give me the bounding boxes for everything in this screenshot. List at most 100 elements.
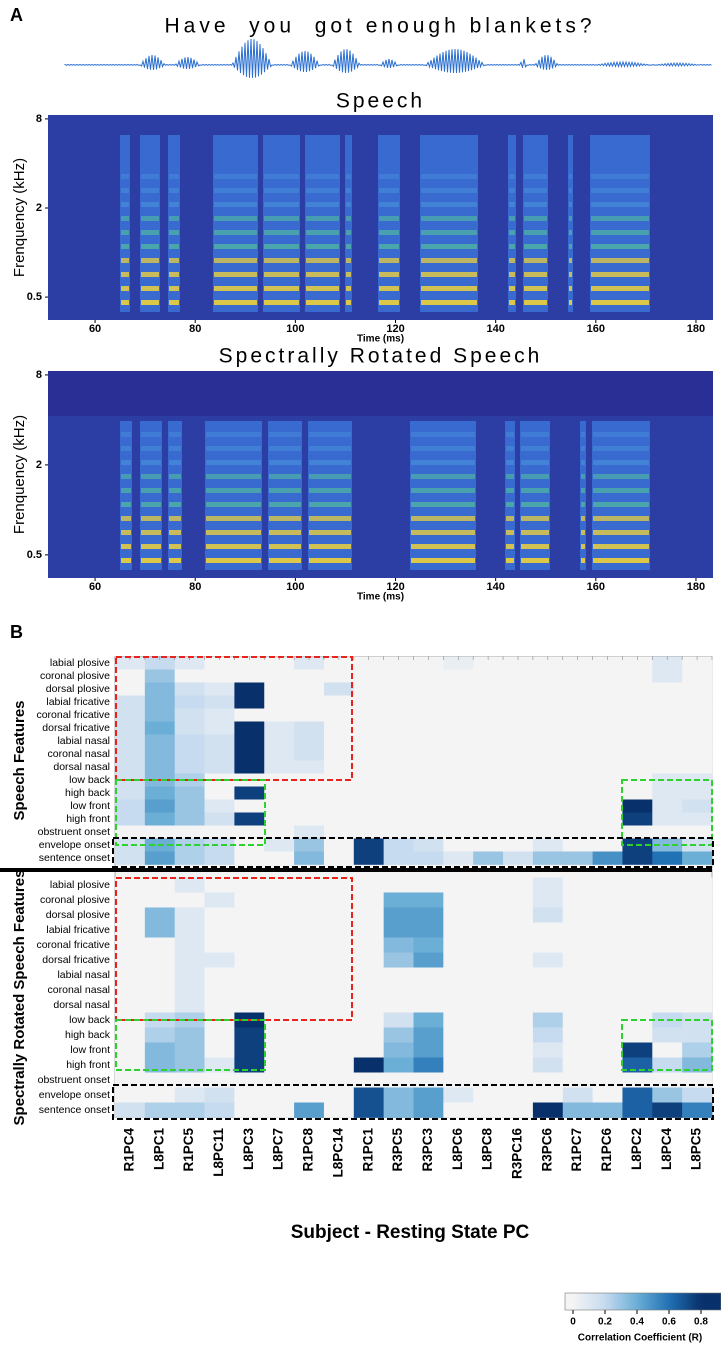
harmonic <box>121 516 131 521</box>
harmonic <box>379 174 399 179</box>
heatmap-cell <box>532 773 564 787</box>
heatmap-cell <box>682 786 713 800</box>
heatmap-cell <box>682 1102 713 1118</box>
harmonic <box>309 516 351 521</box>
harmonic <box>141 272 159 277</box>
heatmap-cell <box>264 952 295 968</box>
heatmap-cell <box>383 682 414 696</box>
heatmap-cell <box>294 1087 325 1103</box>
harmonic <box>121 174 129 179</box>
heatmap-cell <box>473 1042 504 1058</box>
heatmap-cell <box>294 682 325 696</box>
harmonic <box>121 446 131 451</box>
heatmap-cell <box>115 786 146 800</box>
heatmap-cell <box>323 695 355 709</box>
heatmap-cell <box>443 1102 474 1118</box>
row-label: high front <box>66 813 110 825</box>
harmonic <box>411 502 475 507</box>
heatmap-cell <box>234 747 265 761</box>
heatmap-cell <box>413 1072 444 1088</box>
harmonic <box>141 544 161 549</box>
heatmap-cell <box>383 851 414 865</box>
heatmap-cell <box>532 1042 564 1058</box>
panel-label: A <box>10 5 23 25</box>
heatmap-cell <box>503 907 534 923</box>
harmonic <box>169 474 181 479</box>
harmonic <box>169 460 181 465</box>
harmonic <box>593 558 649 563</box>
harmonic <box>509 188 515 193</box>
heatmap-cell <box>115 812 146 826</box>
spectrogram-seg <box>168 135 180 312</box>
heatmap-cell <box>652 851 683 865</box>
harmonic <box>169 558 181 563</box>
column-label: L8PC7 <box>271 1128 286 1170</box>
heatmap-cell <box>562 877 593 893</box>
harmonic <box>206 558 261 563</box>
heatmap-cell <box>144 799 175 813</box>
spectrogram-title: Spectrally Rotated Speech <box>219 345 543 368</box>
harmonic <box>121 216 129 221</box>
harmonic <box>121 244 129 249</box>
heatmap-cell <box>532 799 564 813</box>
heatmap-cell <box>622 937 653 953</box>
harmonic <box>581 502 585 507</box>
harmonic <box>569 216 572 221</box>
heatmap-cell <box>115 952 146 968</box>
harmonic <box>309 488 351 493</box>
harmonic <box>214 188 257 193</box>
heatmap-cell <box>204 812 235 826</box>
heatmap-cell <box>383 922 414 938</box>
harmonic <box>506 446 514 451</box>
green-box <box>621 779 713 846</box>
heatmap-cell <box>532 1057 564 1073</box>
row-label: sentence onset <box>39 1104 110 1116</box>
heatmap-cell <box>682 1072 713 1088</box>
heatmap-cell <box>503 967 534 983</box>
green-box <box>621 1019 713 1071</box>
heatmap-cell <box>622 825 653 839</box>
harmonic <box>214 272 257 277</box>
harmonic <box>269 530 301 535</box>
heatmap-cell <box>264 1087 295 1103</box>
harmonic <box>521 544 549 549</box>
heatmap-cell <box>622 1087 653 1103</box>
harmonic <box>306 216 339 221</box>
column-label: L8PC3 <box>241 1128 256 1171</box>
heatmap-cell <box>144 967 175 983</box>
harmonic <box>264 258 299 263</box>
heatmap-cell <box>383 669 414 683</box>
heatmap-cell <box>443 786 474 800</box>
harmonic <box>591 174 649 179</box>
heatmap-cell <box>562 721 593 735</box>
heatmap-cell <box>652 1057 683 1073</box>
heatmap-cell <box>652 760 683 774</box>
harmonic <box>269 544 301 549</box>
heatmap-cell <box>473 773 504 787</box>
heatmap-cell <box>413 1042 444 1058</box>
heatmap-cell <box>503 786 534 800</box>
harmonic <box>411 446 475 451</box>
x-axis-label: Time (ms) <box>357 334 404 345</box>
spectrogram-seg <box>213 135 258 312</box>
heatmap-cell <box>562 997 593 1013</box>
heatmap-cell <box>503 799 534 813</box>
heatmap-cell <box>294 1012 325 1028</box>
harmonic <box>591 230 649 235</box>
heatmap-cell <box>353 982 384 998</box>
heatmap-cell <box>682 812 713 826</box>
harmonic <box>521 558 549 563</box>
harmonic <box>581 516 585 521</box>
heatmap-cell <box>473 1087 504 1103</box>
spectrogram-seg <box>590 135 650 312</box>
heatmap-cell <box>622 1057 653 1073</box>
heatmap-cell <box>115 997 146 1013</box>
heatmap-cell <box>294 812 325 826</box>
harmonic <box>521 530 549 535</box>
heatmap-cell <box>174 1087 205 1103</box>
heatmap-cell <box>204 851 235 865</box>
harmonic <box>569 286 572 291</box>
harmonic <box>121 272 129 277</box>
heatmap-cell <box>562 708 593 722</box>
harmonic <box>141 530 161 535</box>
